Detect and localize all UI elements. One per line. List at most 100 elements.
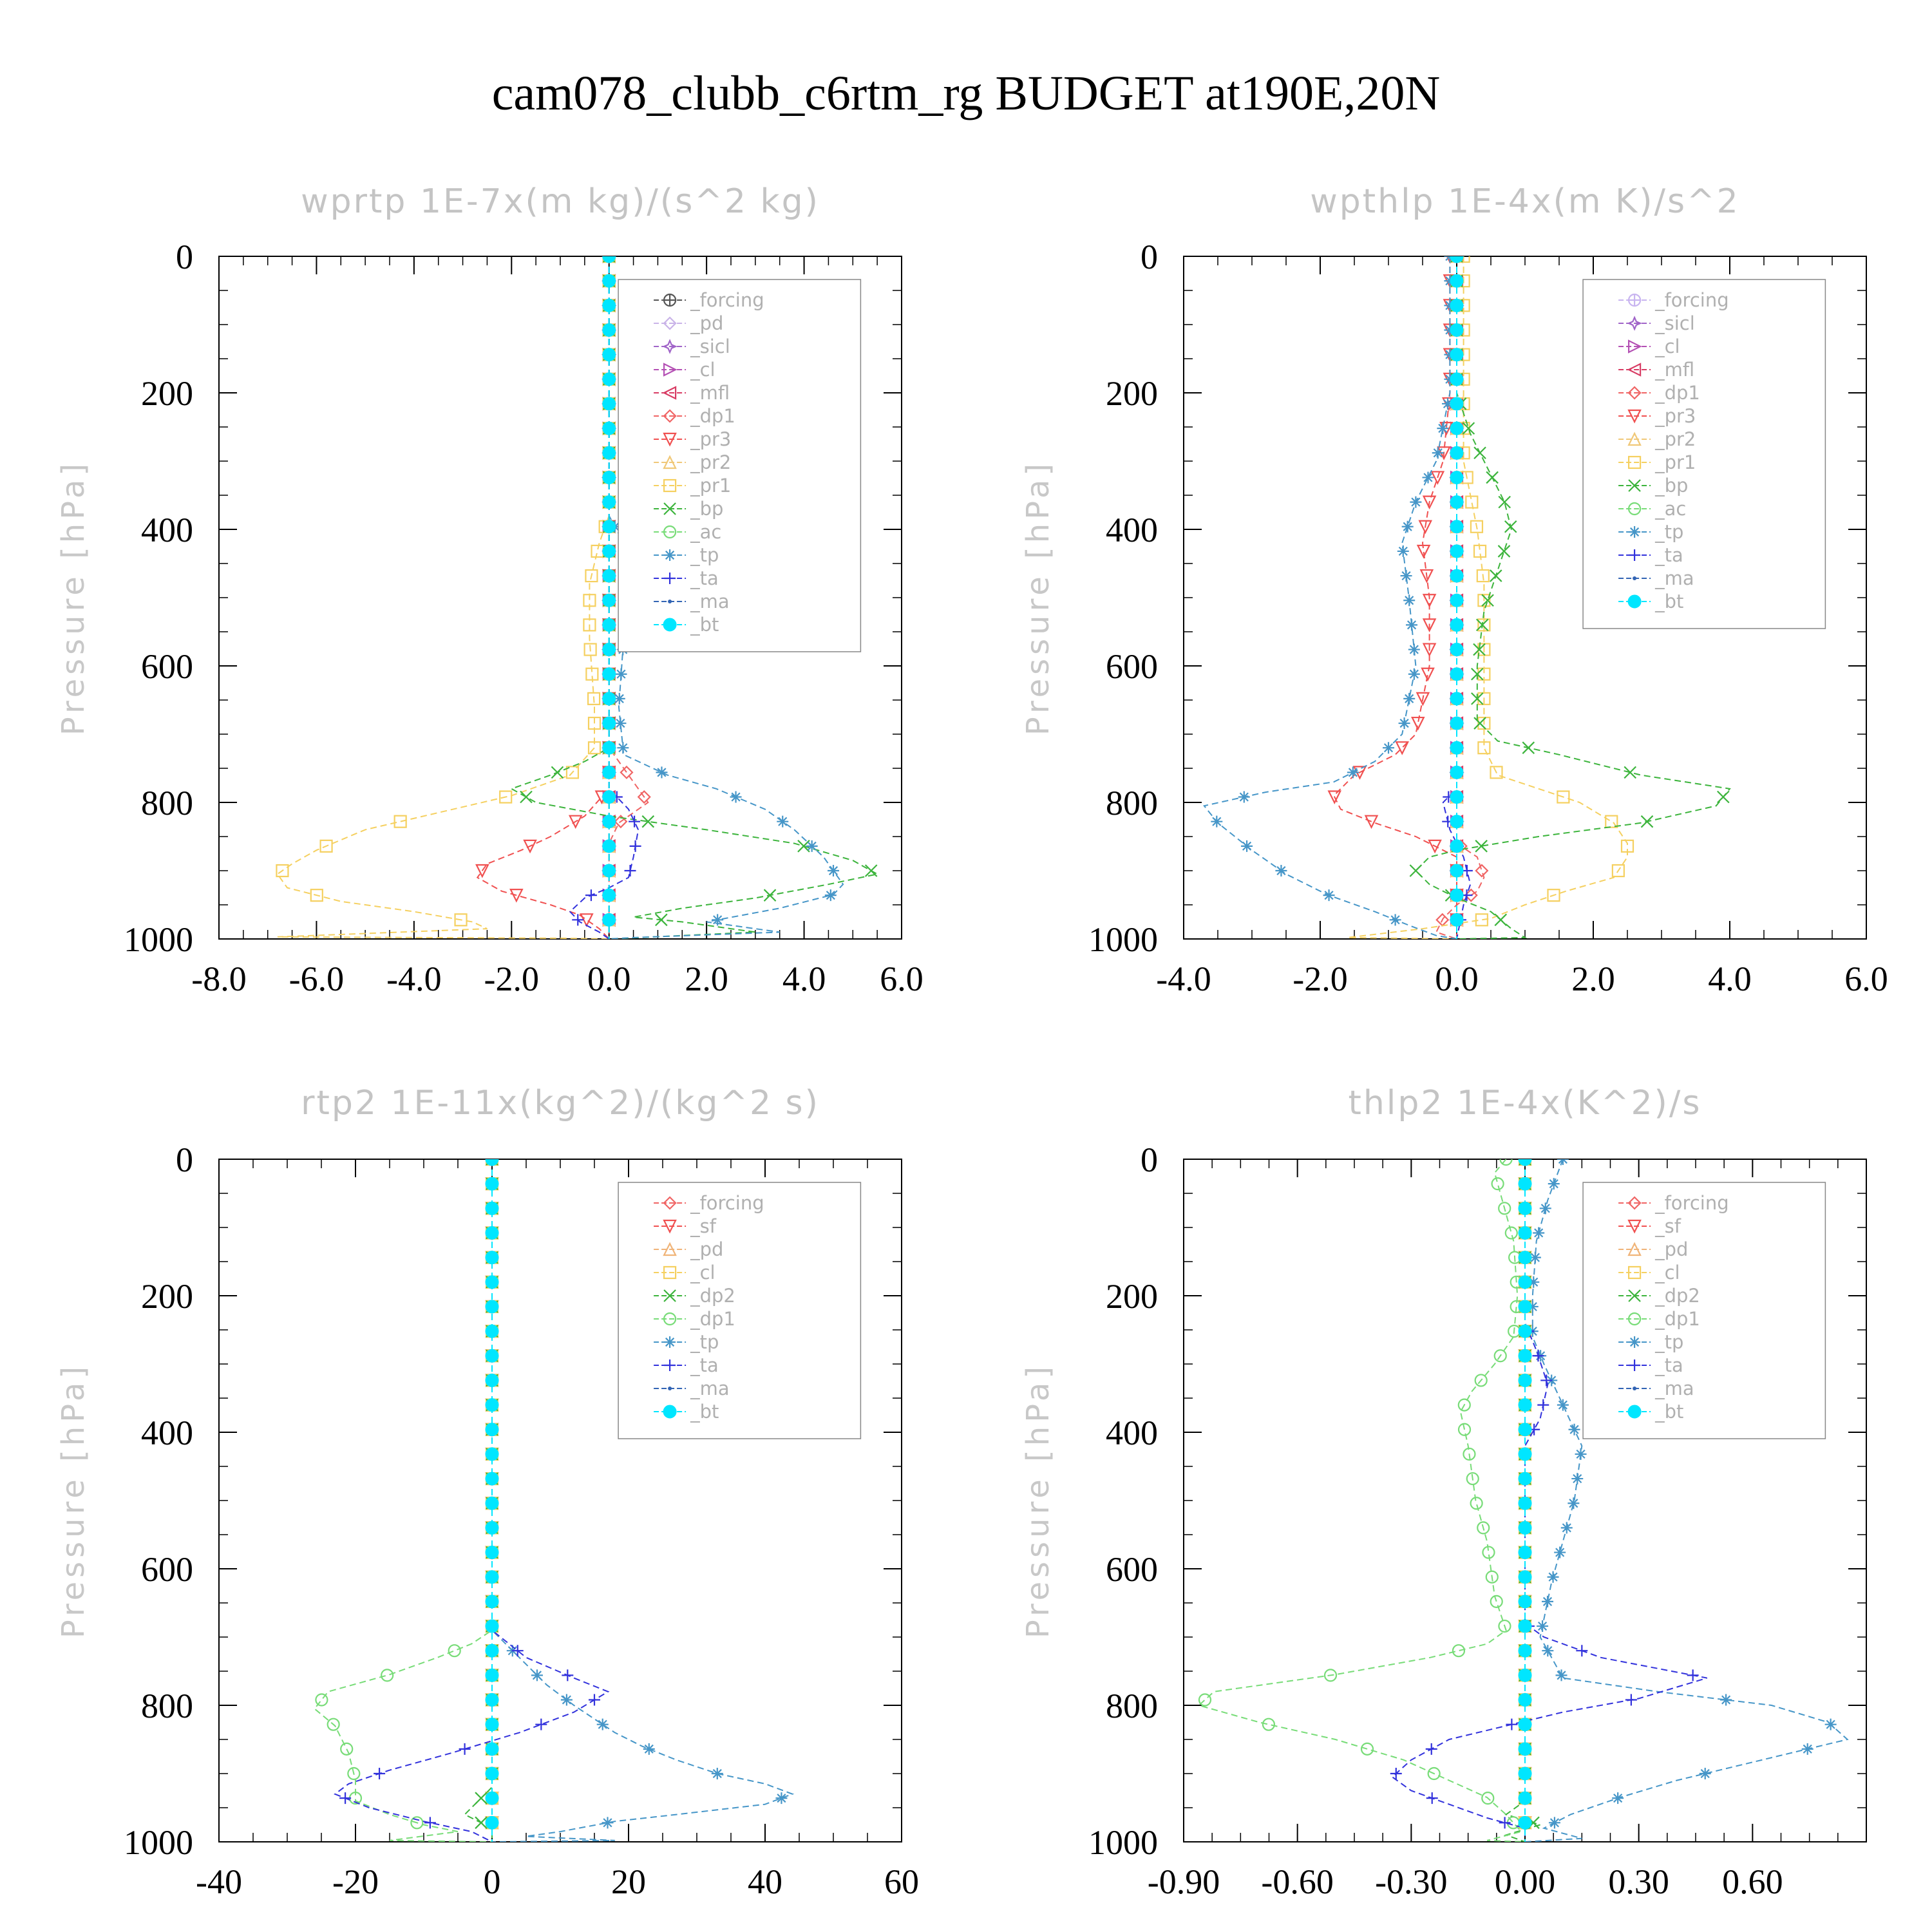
legend-label: _ma [690,591,730,612]
legend-label: _dp1 [690,1308,735,1330]
marker-filled-circle [602,888,616,902]
legend-label: _pr3 [690,428,731,450]
marker-asterisk [1400,570,1412,582]
marker-x [551,766,564,779]
marker-filled-circle [1450,765,1464,779]
marker-x [1489,569,1502,582]
marker-filled-circle [663,618,677,632]
marker-x [1504,520,1517,533]
marker-filled-circle [602,839,616,853]
marker-circle [410,1816,424,1830]
marker-square [1547,889,1560,902]
marker-x [1481,594,1494,607]
marker-square [1490,766,1503,779]
x-tick-label: 0.0 [1435,960,1479,998]
x-tick-label: 0.0 [587,960,631,998]
marker-x [1628,479,1641,492]
marker-square [319,839,333,853]
marker-triangle [1411,716,1425,731]
marker-asterisk [712,914,724,926]
marker-plus [1532,1350,1544,1362]
legend-label: _forcing [690,289,764,311]
y-tick-label: 0 [1141,238,1158,276]
marker-triangle [1422,495,1437,510]
marker-asterisk [615,668,627,680]
marker-circle [1323,1669,1338,1682]
marker-x [1471,667,1484,681]
marker-circle [1498,1202,1511,1215]
marker-x [797,840,810,853]
series-line [314,1159,493,1842]
marker-circle [1481,1792,1495,1805]
marker-plus [572,914,584,926]
marker-asterisk [1410,496,1422,508]
marker-triangle [1421,667,1435,682]
marker-x [1494,913,1508,927]
y-tick-label: 400 [141,511,193,549]
marker-square [1477,692,1491,705]
marker-circle [663,1312,677,1326]
marker-diamond [620,765,634,779]
marker-filled-circle [663,1405,677,1419]
series-line [608,256,649,939]
marker-filled-circle [602,256,616,263]
marker-circle [1466,1472,1479,1486]
marker-filled-circle [1518,1423,1532,1437]
x-tick-label: 6.0 [880,960,923,998]
marker-square [1477,741,1491,755]
marker-circle [1457,1423,1472,1436]
marker-circle [1499,1159,1513,1166]
marker-filled-circle [485,1300,499,1314]
marker-filled-circle [1518,1177,1532,1191]
legend-label: _tp [690,1331,719,1353]
marker-asterisk [1408,668,1420,680]
marker-filled-circle [602,815,616,829]
marker-x [1471,692,1484,705]
legend-box [1582,1182,1826,1439]
x-tick-label: -6.0 [289,960,344,998]
marker-square [276,864,289,878]
marker-filled-circle [1518,1668,1532,1682]
y-tick-label: 600 [1106,1550,1158,1589]
marker-plus [629,840,641,852]
legend-label: _forcing [1654,1192,1729,1214]
x-tick-label: -0.60 [1261,1862,1333,1901]
y-tick-label: 0 [176,1141,193,1179]
marker-square [585,667,599,681]
marker-filled-circle [1518,1742,1532,1756]
marker-filled-circle [485,1496,499,1510]
marker-plus [585,889,597,902]
marker-asterisk [1275,865,1287,876]
marker-filled-circle [485,1472,499,1486]
marker-triangle [662,386,677,400]
marker-asterisk [1699,1768,1711,1779]
marker-plus [1540,1374,1553,1387]
legend-label: _ac [1654,498,1686,520]
marker-asterisk [1548,1817,1560,1829]
y-tick-label: 800 [1106,784,1158,822]
marker-asterisk [1542,1595,1554,1607]
marker-triangle [663,1242,677,1256]
marker-circle [1360,1742,1374,1756]
marker-triangle [523,839,537,854]
marker-filled-circle [1518,1159,1532,1166]
marker-plus [339,1792,352,1804]
marker-asterisk [1629,1336,1641,1348]
series-line [569,256,639,939]
marker-asterisk [1542,1645,1554,1657]
marker-filled-circle [1450,421,1464,435]
marker-star [662,339,677,354]
marker-circle [1628,502,1642,516]
y-tick-label: 200 [1106,374,1158,413]
marker-triangle [1627,409,1642,424]
legend-label: _bt [1654,1401,1683,1423]
legend-label: _dp2 [1654,1285,1700,1307]
legend-box [618,1182,862,1439]
marker-x [655,913,668,927]
marker-triangle [1364,815,1379,829]
marker-circle [1457,1398,1471,1412]
marker-diamond [637,790,651,804]
legend-label: _bt [690,614,719,636]
marker-filled-circle [485,1177,499,1191]
series-group [1197,1159,1849,1842]
